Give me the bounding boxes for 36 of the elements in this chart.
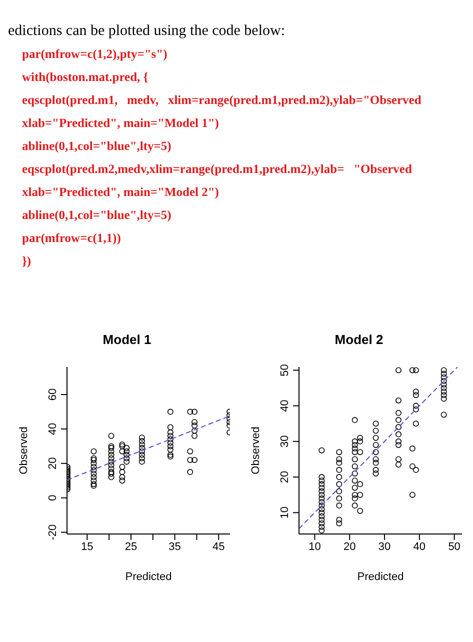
y-axis-title: Observed: [250, 426, 262, 474]
x-axis-title: Predicted: [357, 571, 404, 583]
text: par(mfrow=c(1,2),pty="s"): [21, 46, 168, 63]
y-tick-label: 0: [47, 494, 59, 501]
y-tick-label: 20: [279, 470, 291, 484]
x-tick-label: 50: [448, 540, 460, 553]
chart-title: Model 2: [334, 332, 384, 349]
x-axis-title: Predicted: [125, 571, 172, 583]
text: abline(0,1,col="blue",lty=5): [21, 138, 172, 155]
x-tick-label: 20: [343, 540, 356, 553]
text: }): [21, 253, 32, 270]
text: eqscplot(pred.m1, medv, xlim=range(pred.m1,pred.m2),ylab="Observed: [21, 92, 422, 109]
x-tick-label: 30: [378, 540, 391, 553]
x-tick-label: 45: [212, 540, 225, 553]
y-tick-label: -20: [47, 524, 59, 540]
x-tick-label: 35: [168, 540, 181, 553]
y-tick-label: 30: [279, 435, 291, 448]
y-tick-label: 20: [47, 457, 59, 470]
chart-title: Model 1: [102, 332, 152, 349]
text: eqscplot(pred.m2,medv,xlim=range(pred.m1,pred.m2),ylab= "Observed: [21, 161, 413, 178]
text: par(mfrow=c(1,1)): [21, 230, 122, 247]
y-tick-label: 50: [279, 364, 291, 376]
text: xlab="Predicted", main="Model 1"): [21, 115, 220, 132]
text: edictions can be plotted using the code below:: [8, 22, 286, 41]
y-tick-label: 40: [279, 400, 291, 412]
text: xlab="Predicted", main="Model 2"): [21, 184, 220, 201]
x-tick-label: 25: [124, 540, 138, 553]
y-tick-label: 10: [279, 506, 291, 519]
y-axis-title: Observed: [18, 426, 30, 474]
x-tick-label: 40: [413, 540, 426, 553]
x-tick-label: 15: [81, 540, 94, 553]
x-tick-label: 10: [308, 540, 321, 553]
text: with(boston.mat.pred, {: [21, 69, 150, 86]
text: abline(0,1,col="blue",lty=5): [21, 207, 172, 224]
y-tick-label: 40: [47, 422, 59, 436]
y-tick-label: 60: [47, 388, 59, 401]
